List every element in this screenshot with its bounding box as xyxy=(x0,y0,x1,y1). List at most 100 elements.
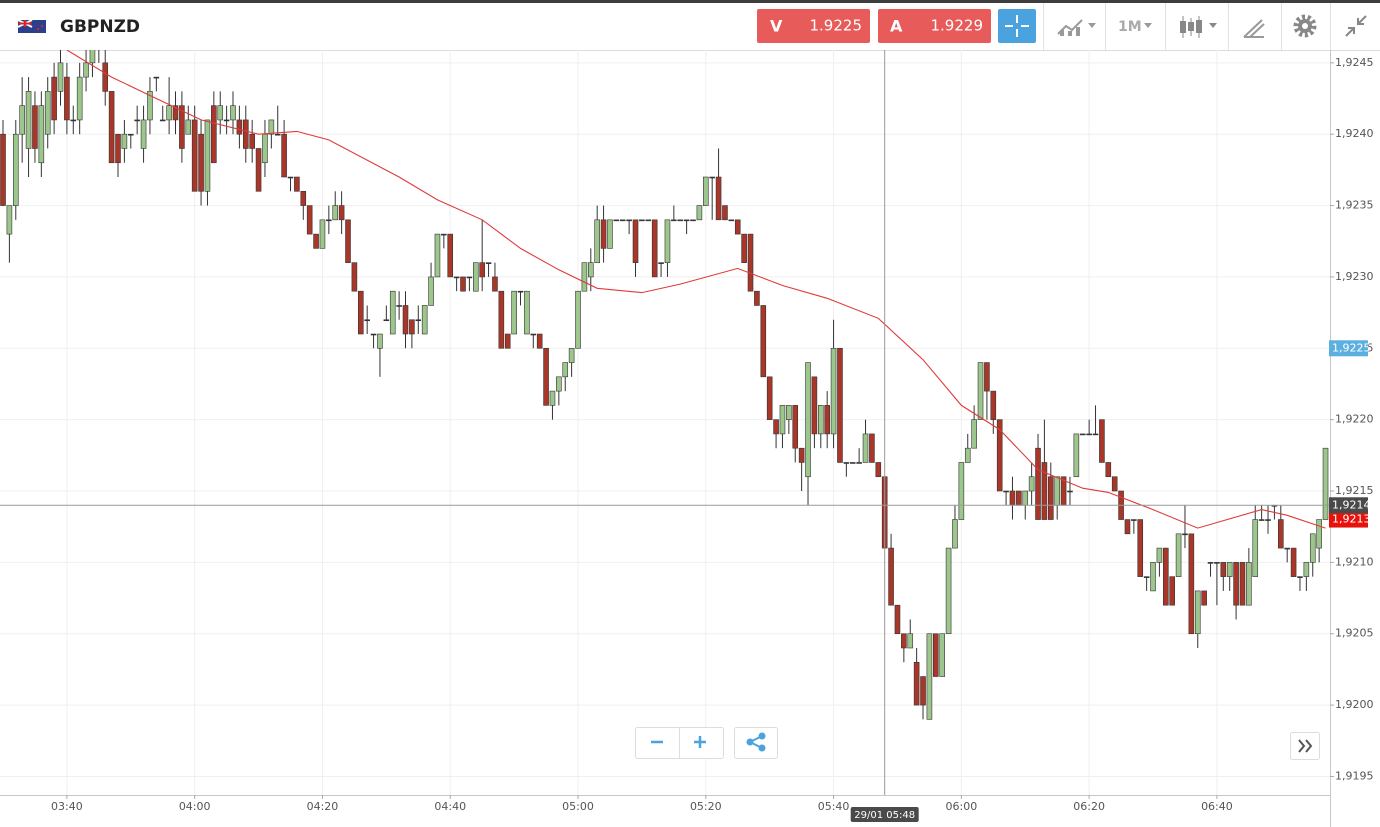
candle-body xyxy=(805,362,811,478)
candle-body xyxy=(562,362,569,378)
candle-body xyxy=(1156,547,1163,563)
candle-body xyxy=(108,91,115,164)
candle-body xyxy=(1009,490,1016,506)
candle-body xyxy=(913,661,920,706)
candle-body xyxy=(996,419,1003,492)
candle-body xyxy=(1309,533,1316,563)
candle-body xyxy=(754,290,760,306)
chart-type-menu[interactable] xyxy=(1180,16,1217,38)
candle-body xyxy=(370,333,377,336)
candle-body xyxy=(12,133,19,206)
candle-body xyxy=(1124,519,1131,535)
candle-body xyxy=(1073,433,1080,478)
candle-body xyxy=(504,333,511,349)
candle-body xyxy=(185,119,192,135)
candle-body xyxy=(1099,419,1105,463)
zoom-buttons xyxy=(635,727,724,759)
toolbar-dividers xyxy=(1043,3,1331,50)
x-tick-label: 06:20 xyxy=(1073,800,1105,813)
y-tick-label: 1,9230 xyxy=(1335,270,1374,283)
timeframe: 1M xyxy=(1118,19,1142,35)
crosshair-price: 1,9214 xyxy=(1332,498,1371,511)
candle-body xyxy=(198,133,204,192)
candle-body xyxy=(1303,562,1310,577)
candle-body xyxy=(952,519,958,549)
candle-body xyxy=(1207,562,1214,564)
candle-body xyxy=(274,133,281,136)
candle-body xyxy=(741,233,747,263)
candle-body xyxy=(645,219,652,222)
candle-body xyxy=(1252,519,1259,577)
candle-body xyxy=(1246,562,1252,606)
x-tick-label: 05:20 xyxy=(690,800,722,813)
candle-body xyxy=(76,76,83,121)
candle-body xyxy=(25,91,32,149)
candle-body xyxy=(1265,519,1271,521)
candle-body xyxy=(479,262,485,278)
candle-body xyxy=(434,233,441,278)
scroll-right-button[interactable] xyxy=(1290,732,1320,760)
zoom-in[interactable] xyxy=(694,736,706,748)
x-tick-label: 06:40 xyxy=(1201,800,1233,813)
candle-body xyxy=(377,333,383,349)
candle-body xyxy=(230,105,236,121)
candle-body xyxy=(159,119,166,122)
share-button[interactable] xyxy=(734,727,778,759)
candle-body xyxy=(619,219,626,222)
candle-body xyxy=(651,219,658,278)
candle-body xyxy=(556,376,562,392)
candle-body xyxy=(1214,562,1220,564)
candle-body xyxy=(268,119,275,135)
candle-body xyxy=(575,290,581,349)
candle-body xyxy=(907,633,914,649)
x-tick-label: 06:00 xyxy=(946,800,978,813)
candle-body xyxy=(472,262,479,292)
candle-body xyxy=(1194,590,1201,635)
candle-body xyxy=(281,133,287,178)
candle-body xyxy=(313,233,319,249)
indicator-menu[interactable] xyxy=(1057,19,1096,36)
candle-body xyxy=(786,405,792,420)
candle-body xyxy=(249,133,255,149)
overlay xyxy=(0,50,1330,795)
candle-body xyxy=(262,133,268,164)
collapse[interactable] xyxy=(1345,15,1367,37)
candle-body xyxy=(779,405,786,435)
candle-body xyxy=(70,119,77,122)
candle-body xyxy=(351,262,358,292)
y-tick-label: 1,9200 xyxy=(1335,698,1374,711)
candle-body xyxy=(639,219,645,222)
candle-body xyxy=(166,105,172,121)
y-tick-label: 1,9215 xyxy=(1335,484,1374,497)
drawing-tools[interactable] xyxy=(1243,19,1265,38)
candle-body xyxy=(102,62,109,92)
buy-button[interactable]: A 1.9229 xyxy=(878,9,991,43)
candle-body xyxy=(1067,490,1073,493)
crosshair-button[interactable] xyxy=(998,9,1036,43)
candle-body xyxy=(134,119,140,122)
candle-body xyxy=(849,462,856,464)
candle-body xyxy=(217,105,224,121)
candle-body xyxy=(1048,476,1054,520)
candle-body xyxy=(856,462,862,464)
candle-body xyxy=(294,176,300,192)
candle-body xyxy=(421,305,428,335)
candle-body xyxy=(1188,533,1195,635)
candle-body xyxy=(485,262,492,264)
candle-body xyxy=(990,390,997,420)
sell-button[interactable]: V 1.9225 xyxy=(757,9,870,43)
candle-body xyxy=(517,290,524,293)
candle-body xyxy=(773,419,779,435)
candle-body xyxy=(626,219,632,222)
settings[interactable] xyxy=(1293,14,1317,38)
timeframe-menu[interactable]: 1M xyxy=(1118,19,1152,35)
candle-body xyxy=(147,91,153,121)
candle-body xyxy=(357,290,364,335)
candle-body xyxy=(179,105,185,149)
candle-body xyxy=(894,604,901,635)
candle-body xyxy=(51,76,57,121)
candle-body xyxy=(747,233,754,292)
candle-body xyxy=(549,390,556,406)
